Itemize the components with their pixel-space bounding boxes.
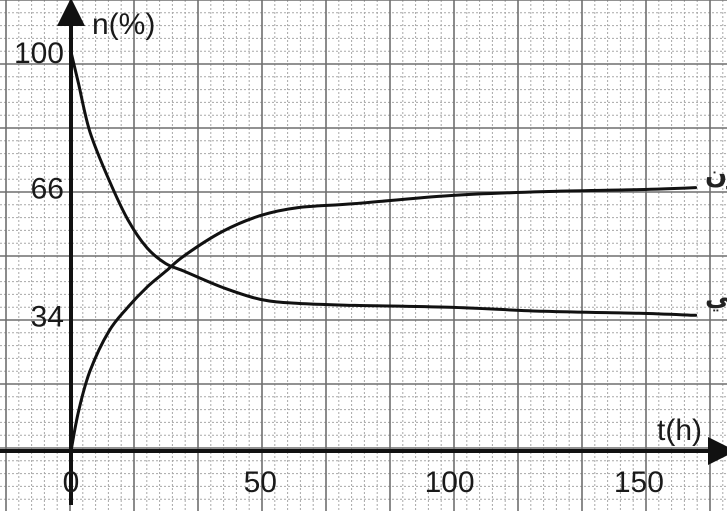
ester-formed-label: %الاستر المتكون <box>705 160 727 190</box>
x-tick-label: 150 <box>614 466 664 499</box>
y-tick-label: 34 <box>31 300 64 333</box>
series-layer <box>69 50 698 453</box>
ester-formed-curve <box>69 186 698 453</box>
acid-remaining-label: %الحمض المتبقي <box>705 282 727 312</box>
y-tick-label: 100 <box>14 37 64 70</box>
x-tick-label: 100 <box>425 466 475 499</box>
x-axis-title: t(h) <box>657 414 702 447</box>
y-axis-title: n(%) <box>92 8 155 41</box>
tick-labels: 0 50 100 150 34 66 100 <box>14 37 664 499</box>
y-tick-label: 66 <box>31 173 64 206</box>
acid-remaining-curve <box>69 50 698 317</box>
series-labels: %الاستر المتكون %الحمض المتبقي <box>705 160 727 312</box>
x-tick-label: 0 <box>63 466 80 499</box>
x-tick-label: 50 <box>244 466 277 499</box>
